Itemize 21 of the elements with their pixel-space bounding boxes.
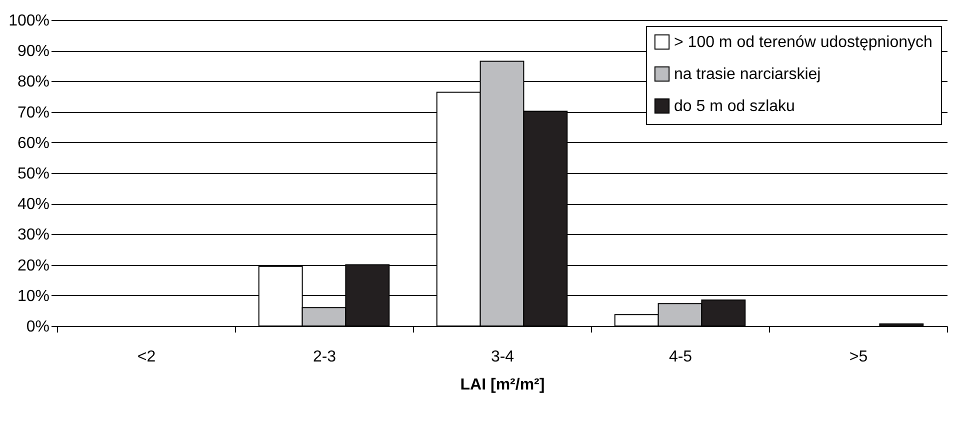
y-tick-label: 60% bbox=[17, 134, 50, 152]
legend-label: na trasie narciarskiej bbox=[674, 66, 821, 83]
legend-label: > 100 m od terenów udostępnionych bbox=[674, 34, 932, 51]
x-tick-label: >5 bbox=[849, 348, 868, 366]
y-tick-label: 30% bbox=[17, 226, 50, 244]
x-tick-label: 2-3 bbox=[312, 348, 336, 366]
y-tick-label: 20% bbox=[17, 257, 50, 274]
y-tick-label: 0% bbox=[26, 318, 50, 336]
y-tick-label: 40% bbox=[17, 196, 50, 214]
legend-label: do 5 m od szlaku bbox=[674, 98, 795, 115]
y-tick-label: 50% bbox=[17, 166, 50, 182]
x-tick-label: 4-5 bbox=[668, 348, 692, 366]
y-tick-label: 90% bbox=[17, 43, 50, 60]
y-tick-label: 100% bbox=[8, 12, 50, 30]
bar bbox=[879, 323, 924, 326]
x-tick-label: 3-4 bbox=[490, 348, 514, 366]
y-tick-label: 80% bbox=[17, 74, 50, 91]
y-tick-label: 70% bbox=[17, 104, 50, 122]
y-tick-label: 10% bbox=[17, 288, 50, 305]
x-axis-title: LAI [m²/m²] bbox=[460, 376, 545, 394]
x-tick-label: <2 bbox=[137, 348, 156, 366]
